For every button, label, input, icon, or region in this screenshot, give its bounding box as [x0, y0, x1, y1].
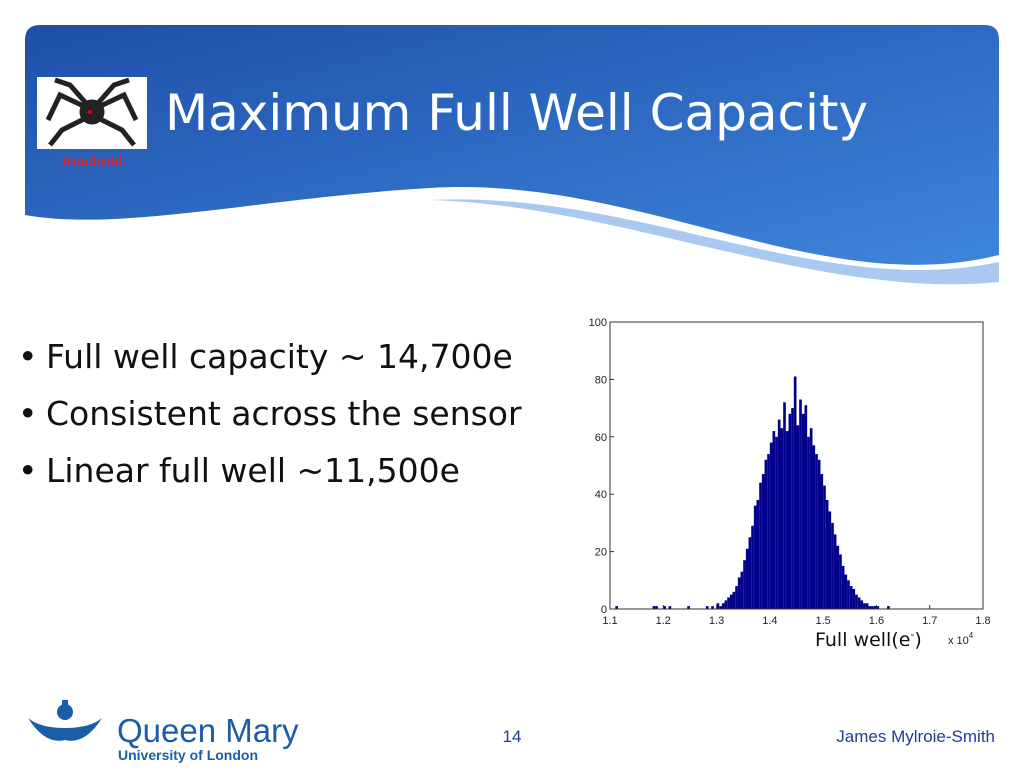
org-sub: University of London: [118, 747, 258, 763]
header-wave: [430, 199, 999, 285]
slide-title: Maximum Full Well Capacity: [165, 84, 868, 142]
bullet: Linear full well ~11,500e: [14, 442, 574, 499]
spider-icon: [45, 77, 139, 147]
chart-bg: [578, 310, 998, 650]
logo-text: Arachnid: [62, 153, 123, 169]
page-number: 14: [503, 727, 522, 746]
bullet: Consistent across the sensor: [14, 385, 574, 442]
bullet: Full well capacity ~ 14,700e: [14, 328, 574, 385]
bullet-list: Full well capacity ~ 14,700e Consistent …: [14, 328, 574, 499]
qm-crest: [28, 700, 102, 741]
header-band: [25, 25, 999, 265]
org-name: Queen Mary: [117, 712, 299, 749]
author: James Mylroie-Smith: [836, 727, 995, 746]
